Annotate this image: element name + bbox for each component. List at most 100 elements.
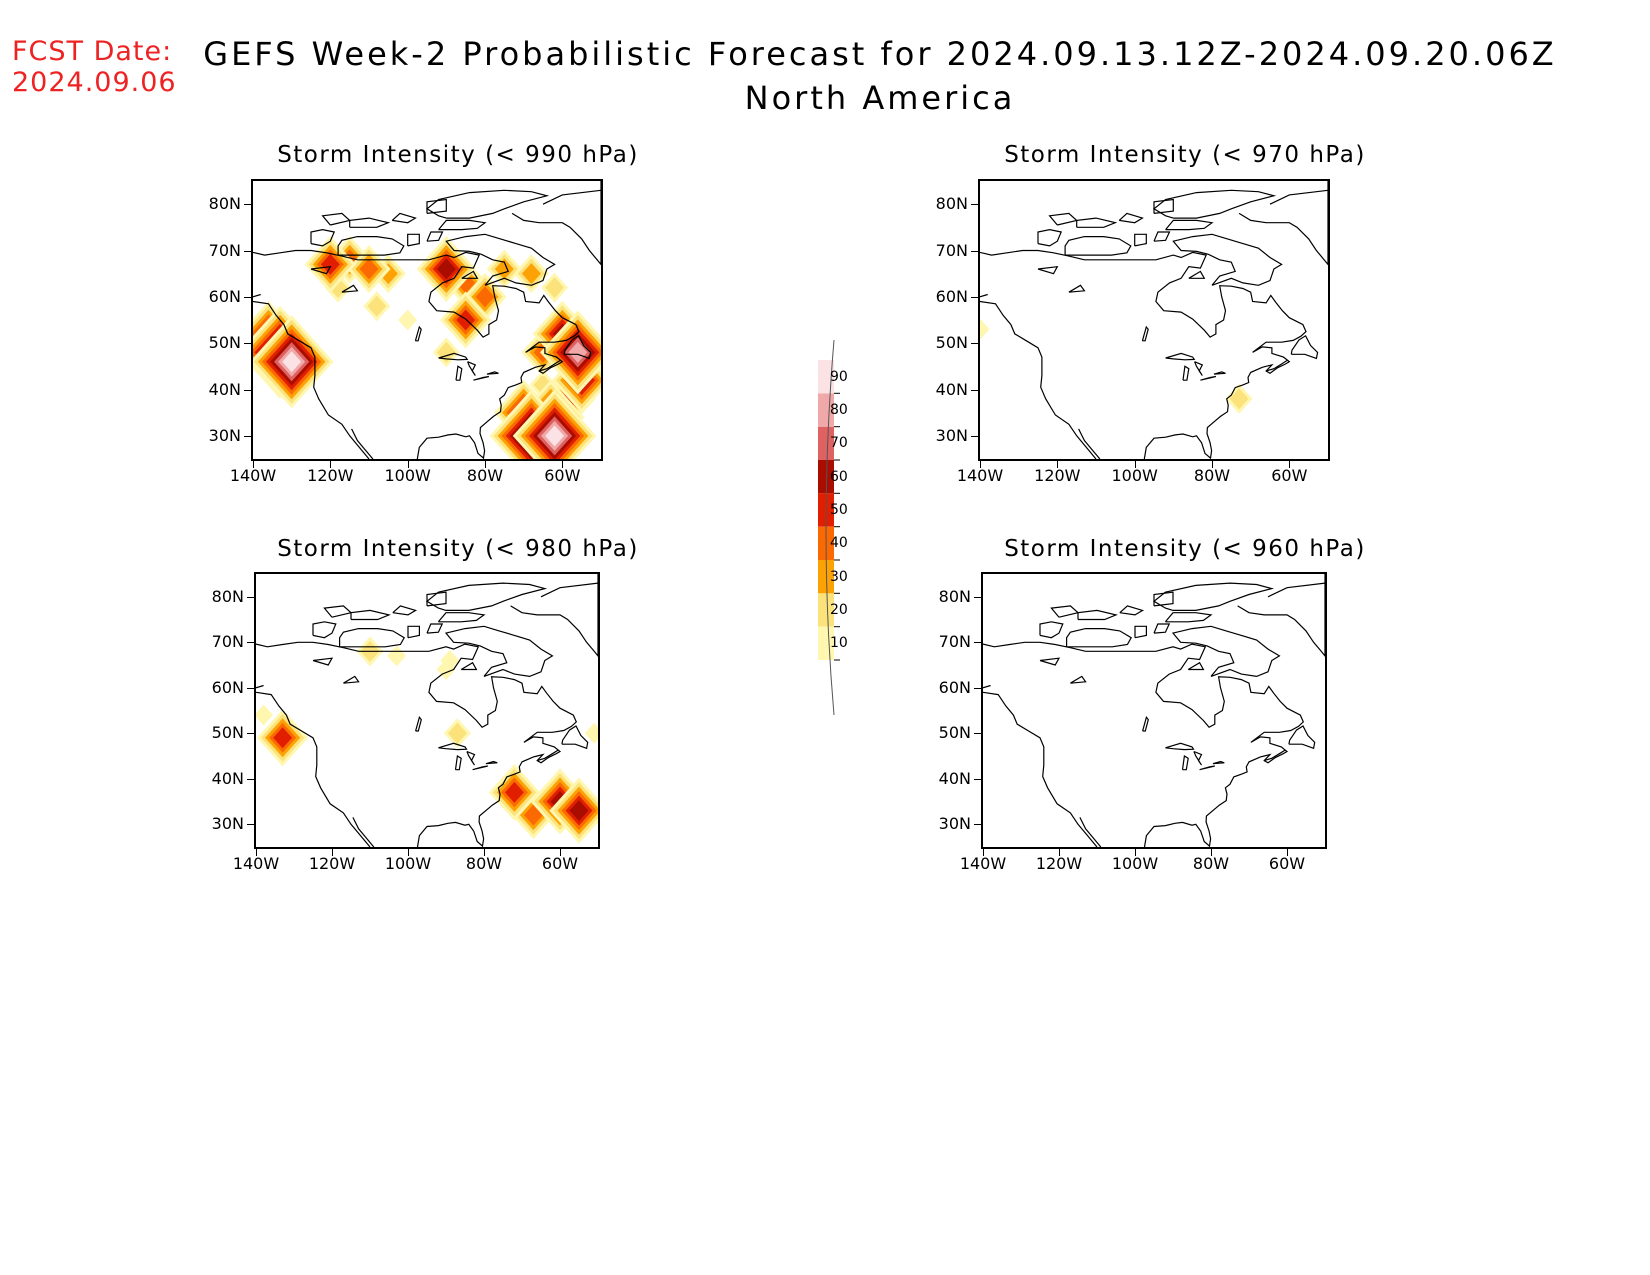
map-panel-p990 [251, 179, 603, 461]
lon-tick [256, 849, 257, 856]
coastline [338, 627, 406, 648]
lat-label: 50N [935, 333, 968, 353]
lat-tick [247, 596, 254, 598]
lat-tick [974, 733, 981, 735]
coastline [983, 684, 991, 689]
lat-tick [244, 435, 251, 437]
colorbar-swatch [818, 426, 834, 460]
coastline [1269, 189, 1328, 205]
lat-label: 70N [938, 632, 971, 652]
coastline [980, 293, 988, 298]
coastline [983, 691, 1098, 847]
probability-contour [398, 309, 418, 331]
coastline [1077, 609, 1118, 621]
coastline [256, 684, 264, 689]
coastline [980, 249, 1307, 459]
coastline [1165, 219, 1214, 231]
map-panel-p970 [978, 179, 1330, 461]
lat-label: 60N [208, 286, 241, 306]
lon-tick [408, 849, 409, 856]
coastline [1119, 605, 1145, 616]
coastline [1134, 233, 1147, 247]
lat-tick [247, 687, 254, 689]
panel-title: Storm Intensity (< 980 hPa) [277, 536, 639, 562]
probability-contour [980, 318, 990, 340]
lat-tick [974, 824, 981, 826]
chart-title: GEFS Week-2 Probabilistic Forecast for 2… [190, 32, 1570, 120]
coastline [1187, 661, 1205, 671]
colorbar-swatch [818, 360, 834, 394]
coastline [444, 625, 554, 678]
probability-contour [456, 309, 476, 331]
coastline [437, 612, 486, 623]
probability-contour [1229, 388, 1249, 410]
lon-tick [1212, 461, 1213, 468]
lat-tick [244, 296, 251, 298]
lat-tick [971, 435, 978, 437]
map-canvas [983, 574, 1325, 847]
coastline [1200, 375, 1217, 381]
coastline [1182, 365, 1190, 381]
coastline [256, 641, 578, 847]
lon-tick [1135, 849, 1136, 856]
coastline [1037, 228, 1063, 247]
coastline [1199, 765, 1215, 771]
map-canvas [256, 574, 598, 847]
probability-contour [504, 781, 524, 803]
lat-tick [244, 389, 251, 391]
probability-contour [273, 727, 293, 749]
lon-tick [407, 461, 409, 468]
coastline [1153, 231, 1171, 242]
coastline [312, 657, 334, 666]
lon-label: 60W [1268, 854, 1306, 873]
lat-label: 40N [208, 379, 241, 399]
lat-label: 80N [935, 194, 968, 214]
coastline [1079, 817, 1102, 847]
coastline [511, 181, 601, 266]
lat-tick [974, 642, 981, 644]
lon-label: 100W [1111, 854, 1159, 873]
coastline [1078, 428, 1101, 459]
lat-label: 70N [935, 240, 968, 260]
coastline [349, 217, 391, 228]
forecast-date-label: FCST Date: 2024.09.06 [12, 36, 177, 98]
coastline [425, 189, 550, 219]
lat-tick [971, 343, 978, 345]
lat-tick [244, 343, 251, 345]
lat-tick [971, 204, 978, 206]
coastline [415, 716, 422, 732]
coastline [1165, 352, 1196, 361]
lat-label: 40N [211, 768, 244, 788]
lat-tick [244, 250, 251, 252]
coastline [461, 270, 479, 279]
coastline [438, 219, 487, 231]
map-panel-p960 [981, 572, 1327, 849]
lat-tick [247, 824, 254, 826]
coastline [1188, 270, 1206, 279]
coastline [473, 375, 490, 381]
colorbar-label: 40 [830, 535, 848, 552]
probability-contour [475, 286, 495, 308]
coastline [310, 265, 332, 275]
probability-contour [328, 277, 348, 299]
lat-tick [247, 778, 254, 780]
coastline [1194, 361, 1204, 376]
lon-label: 120W [1034, 466, 1081, 485]
lat-tick [971, 296, 978, 298]
lat-label: 50N [211, 723, 244, 743]
lon-tick [1134, 461, 1136, 468]
coastline [323, 605, 353, 618]
lon-label: 120W [307, 466, 354, 485]
coastline [426, 198, 447, 214]
lat-label: 80N [938, 586, 971, 606]
colorbar-label: 70 [830, 435, 848, 452]
colorbar-swatch [818, 560, 834, 594]
coastline [253, 249, 580, 459]
coastline [1238, 181, 1328, 266]
chart-title-line1: GEFS Week-2 Probabilistic Forecast for 2… [203, 35, 1557, 73]
coastline [426, 623, 444, 634]
panel-title: Storm Intensity (< 960 hPa) [1004, 536, 1366, 562]
coastline [341, 284, 359, 293]
lat-label: 60N [938, 677, 971, 697]
coastline [310, 228, 336, 247]
